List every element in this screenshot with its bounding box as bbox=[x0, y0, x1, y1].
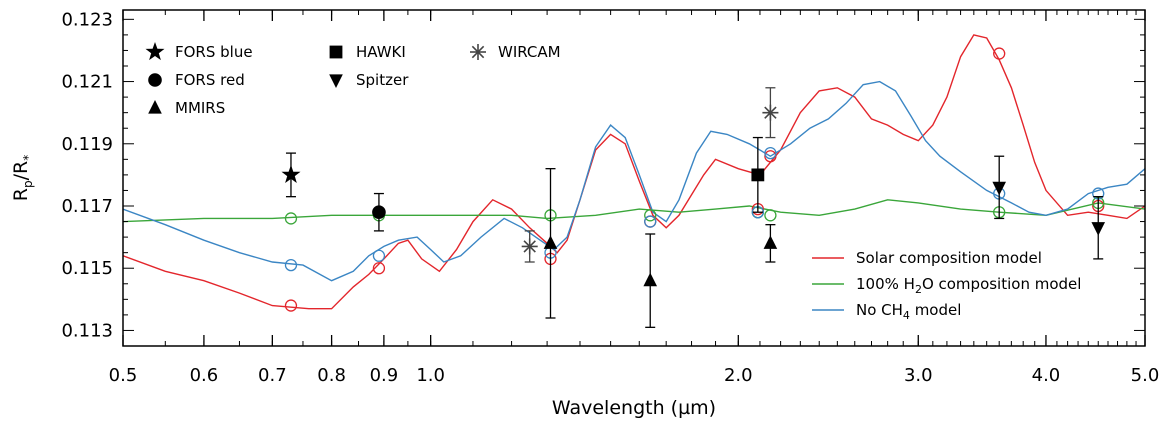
binned-point-1-0 bbox=[284, 212, 298, 225]
observation-points bbox=[281, 87, 1106, 328]
binned-point-2-5 bbox=[764, 146, 777, 160]
observation-4 bbox=[751, 168, 765, 182]
model-lines bbox=[123, 34, 1145, 310]
x-tick-label: 5.0 bbox=[1131, 365, 1160, 386]
x-tick-label: 3.0 bbox=[904, 365, 933, 386]
binned-point-1-5 bbox=[764, 209, 777, 222]
legend-label: WIRCAM bbox=[498, 43, 561, 61]
binned-point-2-3 bbox=[644, 215, 657, 228]
legend-marker-0 bbox=[145, 42, 165, 61]
binned-point-1-3 bbox=[644, 209, 657, 222]
x-tick-label: 1.0 bbox=[416, 365, 445, 386]
marker-legend: FORS blue FORS red MMIRS HAWKI Spitzer WIRCAM bbox=[145, 42, 561, 117]
model-line-0 bbox=[123, 34, 1145, 310]
observation-6 bbox=[521, 238, 538, 255]
x-tick-label: 0.6 bbox=[190, 365, 219, 386]
x-tick-label: 0.8 bbox=[317, 365, 346, 386]
binned-point-0-6 bbox=[993, 47, 1006, 60]
observation-8 bbox=[992, 181, 1006, 196]
x-tick-label: 4.0 bbox=[1032, 365, 1061, 386]
legend-label: Spitzer bbox=[356, 71, 409, 89]
y-tick-label: 0.119 bbox=[61, 134, 113, 155]
x-tick-label: 0.5 bbox=[109, 365, 138, 386]
binned-point-0-5 bbox=[764, 150, 777, 163]
x-tick-label: 0.9 bbox=[370, 365, 399, 386]
legend-marker-1 bbox=[148, 73, 162, 87]
x-tick-label: 0.7 bbox=[258, 365, 287, 386]
model-line-1 bbox=[123, 199, 1145, 223]
legend-marker-3 bbox=[329, 45, 343, 59]
x-axis-label: Wavelength (µm) bbox=[552, 397, 716, 419]
y-axis-ticks: 0.113 0.115 0.117 0.119 0.121 0.123 bbox=[61, 9, 1145, 347]
y-tick-label: 0.113 bbox=[61, 320, 113, 341]
model-line-2 bbox=[123, 80, 1145, 282]
line-legend: Solar composition model 100% H2O composit… bbox=[812, 249, 1081, 322]
plot-frame bbox=[122, 9, 1146, 347]
observation-5 bbox=[763, 235, 778, 249]
legend-series-label: 100% H2O composition model bbox=[856, 275, 1081, 296]
y-tick-label: 0.123 bbox=[61, 9, 113, 30]
legend-marker-4 bbox=[329, 74, 343, 88]
legend-series-label: No CH4 model bbox=[856, 301, 961, 322]
y-axis-label: Rp/R* bbox=[10, 155, 35, 201]
x-tick-label: 2.0 bbox=[724, 365, 753, 386]
observation-7 bbox=[762, 104, 779, 121]
observation-2 bbox=[543, 235, 558, 249]
binned-point-0-1 bbox=[372, 262, 386, 275]
binned-point-2-1 bbox=[372, 249, 386, 262]
y-tick-label: 0.121 bbox=[61, 72, 113, 93]
binned-point-0-0 bbox=[284, 299, 298, 312]
legend-label: HAWKI bbox=[356, 43, 406, 61]
observation-3 bbox=[643, 272, 658, 287]
binned-point-2-0 bbox=[284, 258, 298, 272]
legend-marker-2 bbox=[148, 100, 162, 114]
observation-1 bbox=[372, 205, 386, 220]
legend-series-label: Solar composition model bbox=[856, 249, 1042, 267]
y-tick-label: 0.115 bbox=[61, 258, 113, 279]
x-axis-ticks: 0.5 0.6 0.7 0.8 0.9 1.0 2.0 3.0 4.0 5.0 bbox=[109, 10, 1160, 386]
legend-label: MMIRS bbox=[175, 99, 225, 117]
observation-9 bbox=[1091, 222, 1106, 236]
observation-0 bbox=[281, 164, 301, 183]
legend-label: FORS red bbox=[175, 71, 245, 89]
legend-label: FORS blue bbox=[175, 43, 253, 61]
legend-marker-5 bbox=[470, 44, 486, 60]
y-tick-label: 0.117 bbox=[61, 196, 113, 217]
